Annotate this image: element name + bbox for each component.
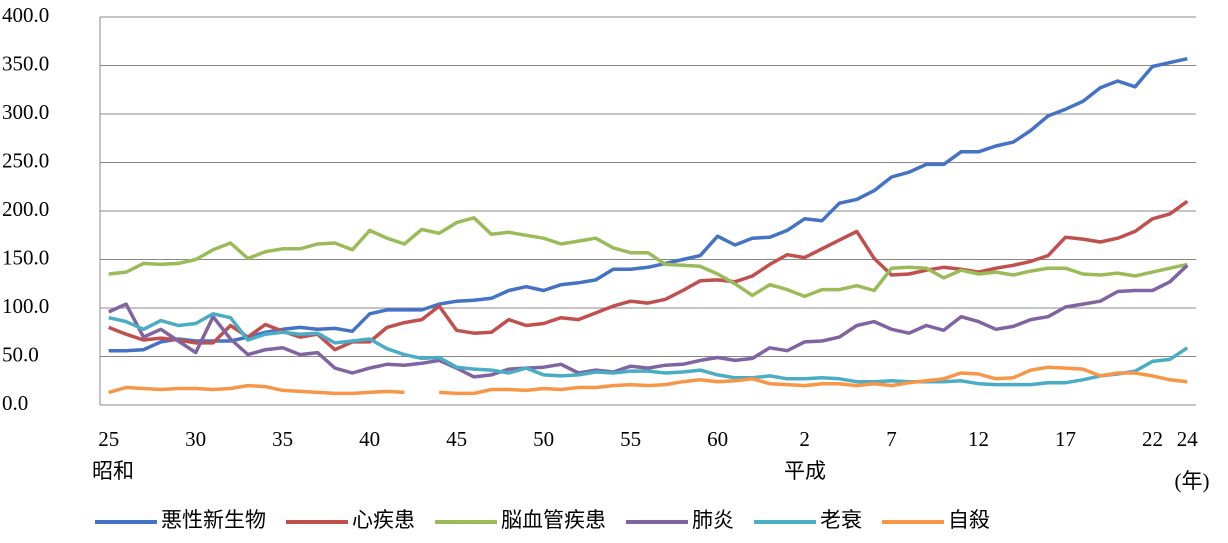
series-line	[108, 56, 1188, 353]
y-tick-label: 400.0	[2, 3, 49, 27]
legend-label: 肺炎	[692, 508, 734, 532]
series-line	[108, 365, 1188, 396]
era-label: 平成	[784, 459, 826, 483]
x-tick-label: 2	[799, 427, 810, 451]
series-line	[107, 264, 1189, 379]
x-tick-label: 35	[272, 427, 293, 451]
legend-label: 老衰	[820, 508, 862, 532]
era-label: 昭和	[92, 459, 134, 483]
legend-label: 自殺	[948, 508, 990, 532]
x-tick-label: 17	[1055, 427, 1076, 451]
x-unit: (年)	[1175, 469, 1210, 493]
legend-label: 悪性新生物	[161, 508, 266, 532]
y-tick-label: 150.0	[2, 245, 49, 269]
legend-label: 心疾患	[352, 508, 415, 532]
x-tick-label: 40	[359, 427, 380, 451]
x-tick-label: 50	[533, 427, 554, 451]
y-tick-label: 350.0	[2, 51, 49, 75]
x-tick-label: 55	[620, 427, 641, 451]
y-tick-label: 0.0	[2, 391, 28, 415]
x-tick-label: 60	[707, 427, 728, 451]
y-tick-label: 250.0	[2, 148, 49, 172]
y-tick-label: 100.0	[2, 294, 49, 318]
x-tick-label: 22	[1142, 427, 1163, 451]
y-tick-label: 200.0	[2, 197, 49, 221]
series-line	[108, 216, 1188, 299]
y-tick-label: 300.0	[2, 100, 49, 124]
x-tick-label: 24	[1177, 427, 1199, 451]
x-tick-label: 45	[446, 427, 467, 451]
x-tick-label: 25	[98, 427, 119, 451]
x-tick-label: 12	[968, 427, 989, 451]
x-tick-label: 30	[185, 427, 206, 451]
y-tick-label: 50.0	[2, 342, 39, 366]
legend-label: 脳血管疾患	[501, 508, 606, 532]
x-tick-label: 7	[886, 427, 897, 451]
series-line	[108, 312, 1189, 387]
series-line	[108, 199, 1189, 352]
